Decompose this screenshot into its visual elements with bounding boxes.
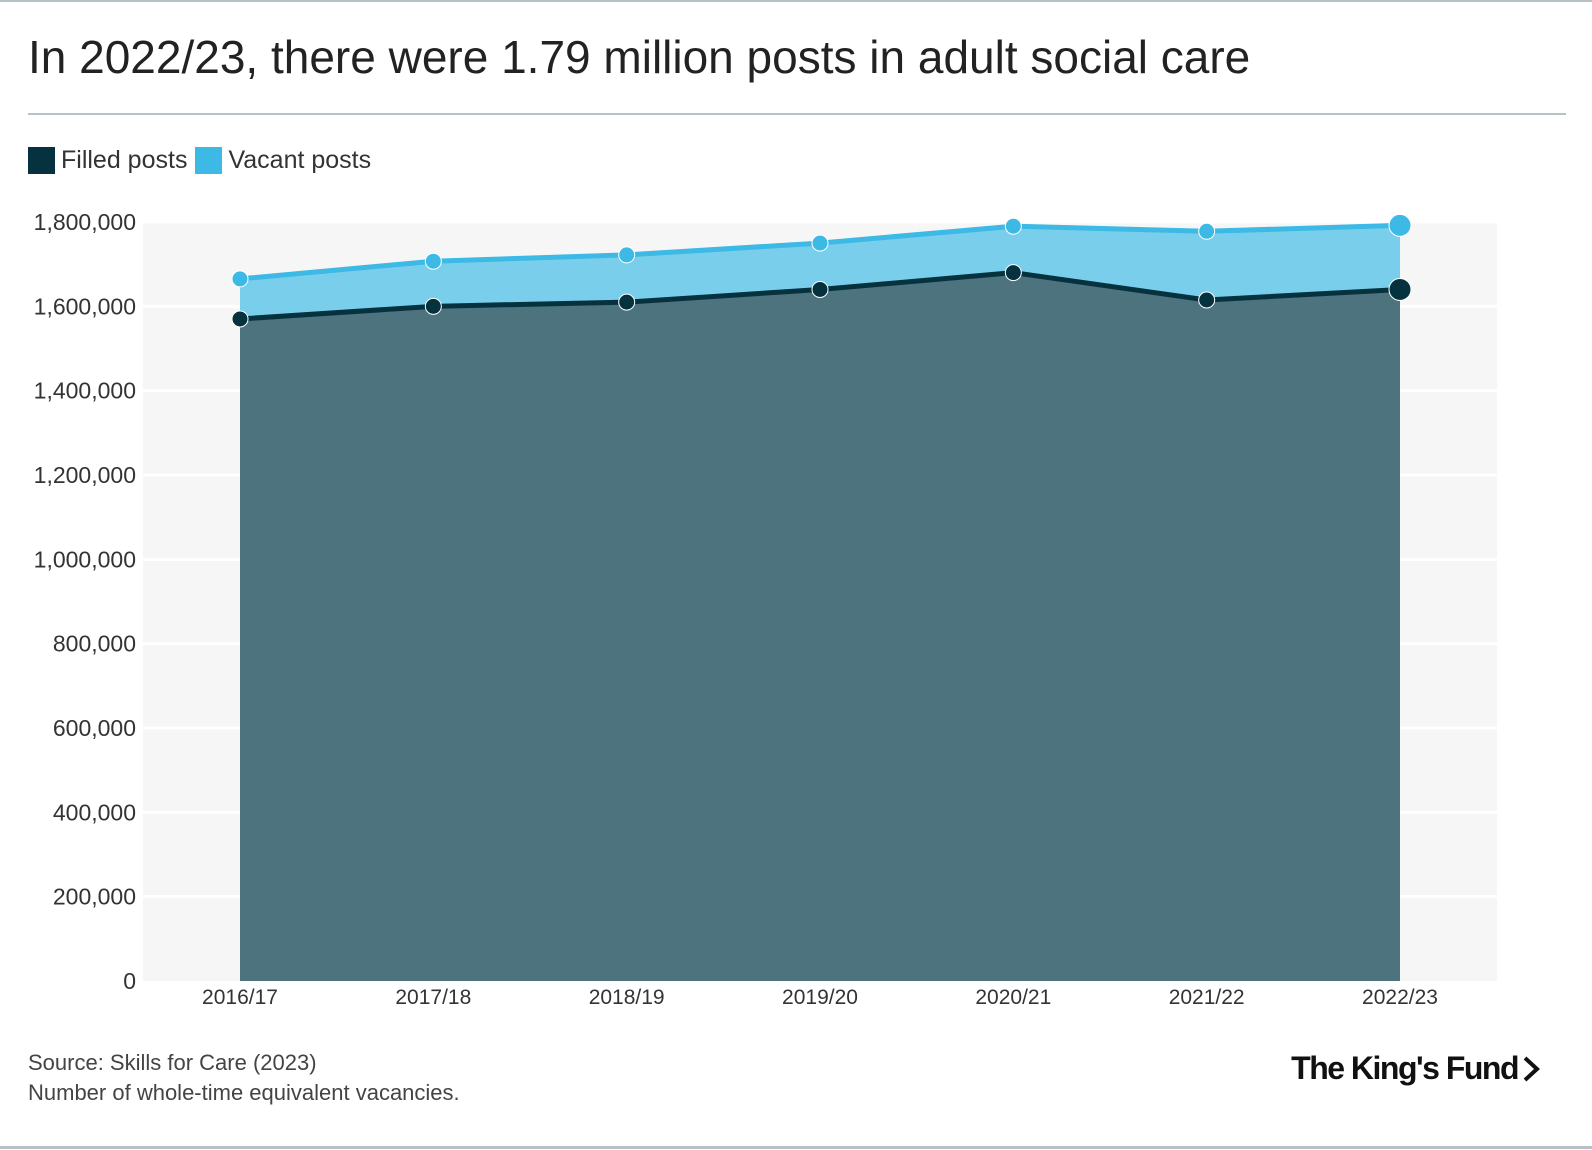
filled-point (1388, 277, 1412, 301)
y-tick-label: 200,000 (53, 884, 136, 910)
vacant-point (618, 246, 636, 264)
filled-point (1004, 264, 1022, 282)
filled-point (618, 293, 636, 311)
y-tick-label: 0 (123, 968, 136, 994)
title-divider (28, 113, 1566, 115)
y-tick-label: 1,200,000 (34, 462, 136, 488)
legend-item-filled[interactable]: Filled posts (28, 146, 187, 175)
legend-item-vacant[interactable]: Vacant posts (195, 146, 371, 175)
top-border (0, 0, 1592, 2)
data-points (231, 213, 1412, 328)
y-tick-label: 1,600,000 (34, 293, 136, 319)
chevron-right-icon (1523, 1056, 1540, 1081)
source-text: Source: Skills for Care (2023) (28, 1050, 317, 1075)
bottom-border (0, 1146, 1592, 1149)
x-tick-label: 2016/17 (202, 986, 278, 1009)
legend-label-filled: Filled posts (61, 146, 188, 174)
vacant-point (811, 234, 829, 252)
filled-point (424, 297, 442, 315)
y-tick-label: 800,000 (53, 631, 136, 657)
y-tick-label: 1,000,000 (34, 546, 136, 572)
filled-point (811, 280, 829, 298)
vacant-point (424, 252, 442, 270)
vacant-point (1388, 213, 1412, 237)
legend: Filled posts Vacant posts (28, 146, 379, 175)
y-tick-label: 1,800,000 (34, 209, 136, 235)
legend-label-vacant: Vacant posts (228, 146, 372, 174)
area-chart: 0 200,000 400,000 600,000 800,000 1,000,000 1,… (33, 209, 1438, 1009)
note-text: Number of whole-time equivalent vacancie… (28, 1080, 460, 1105)
y-tick-label: 1,400,000 (34, 378, 136, 404)
x-tick-label: 2022/23 (1362, 986, 1438, 1009)
y-axis: 0 200,000 400,000 600,000 800,000 1,000,000 1,… (34, 209, 136, 994)
x-tick-label: 2020/21 (975, 986, 1051, 1009)
x-tick-label: 2019/20 (782, 986, 858, 1009)
filled-area (240, 272, 1400, 982)
legend-swatch-filled (28, 147, 55, 174)
filled-point (1198, 291, 1216, 309)
vacant-point (1198, 222, 1216, 240)
y-tick-label: 600,000 (53, 715, 136, 741)
x-tick-label: 2017/18 (395, 986, 471, 1009)
vacant-point (231, 270, 249, 288)
legend-swatch-vacant (195, 147, 223, 174)
vacant-area (240, 225, 1400, 319)
footer-notes: Source: Skills for Care (2023) Number of… (28, 1048, 460, 1108)
kings-fund-logo[interactable]: The King's Fund (1291, 1050, 1540, 1087)
x-tick-label: 2018/19 (589, 986, 665, 1009)
vacant-point (1004, 217, 1022, 235)
chart-title: In 2022/23, there were 1.79 million post… (28, 31, 1251, 83)
filled-point (231, 310, 249, 328)
x-axis: 2016/17 2017/18 2018/19 2019/20 2020/21 2021/… (202, 986, 1438, 1009)
x-tick-label: 2021/22 (1169, 986, 1245, 1009)
y-tick-label: 400,000 (53, 799, 136, 825)
logo-text: The King's Fund (1291, 1050, 1519, 1086)
area-layers (240, 225, 1400, 982)
